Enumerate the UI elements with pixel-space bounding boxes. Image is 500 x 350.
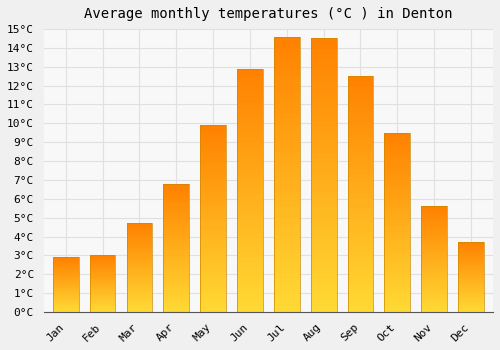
Bar (421, 206, 447, 312)
Bar (348, 76, 374, 312)
Bar (274, 37, 299, 312)
Bar (310, 38, 336, 312)
Bar (90, 256, 116, 312)
Title: Average monthly temperatures (°C ) in Denton: Average monthly temperatures (°C ) in De… (84, 7, 452, 21)
Bar (200, 125, 226, 312)
Bar (458, 242, 484, 312)
Bar (164, 184, 189, 312)
Bar (237, 69, 263, 312)
Bar (53, 257, 78, 312)
Bar (126, 223, 152, 312)
Bar (384, 133, 410, 312)
